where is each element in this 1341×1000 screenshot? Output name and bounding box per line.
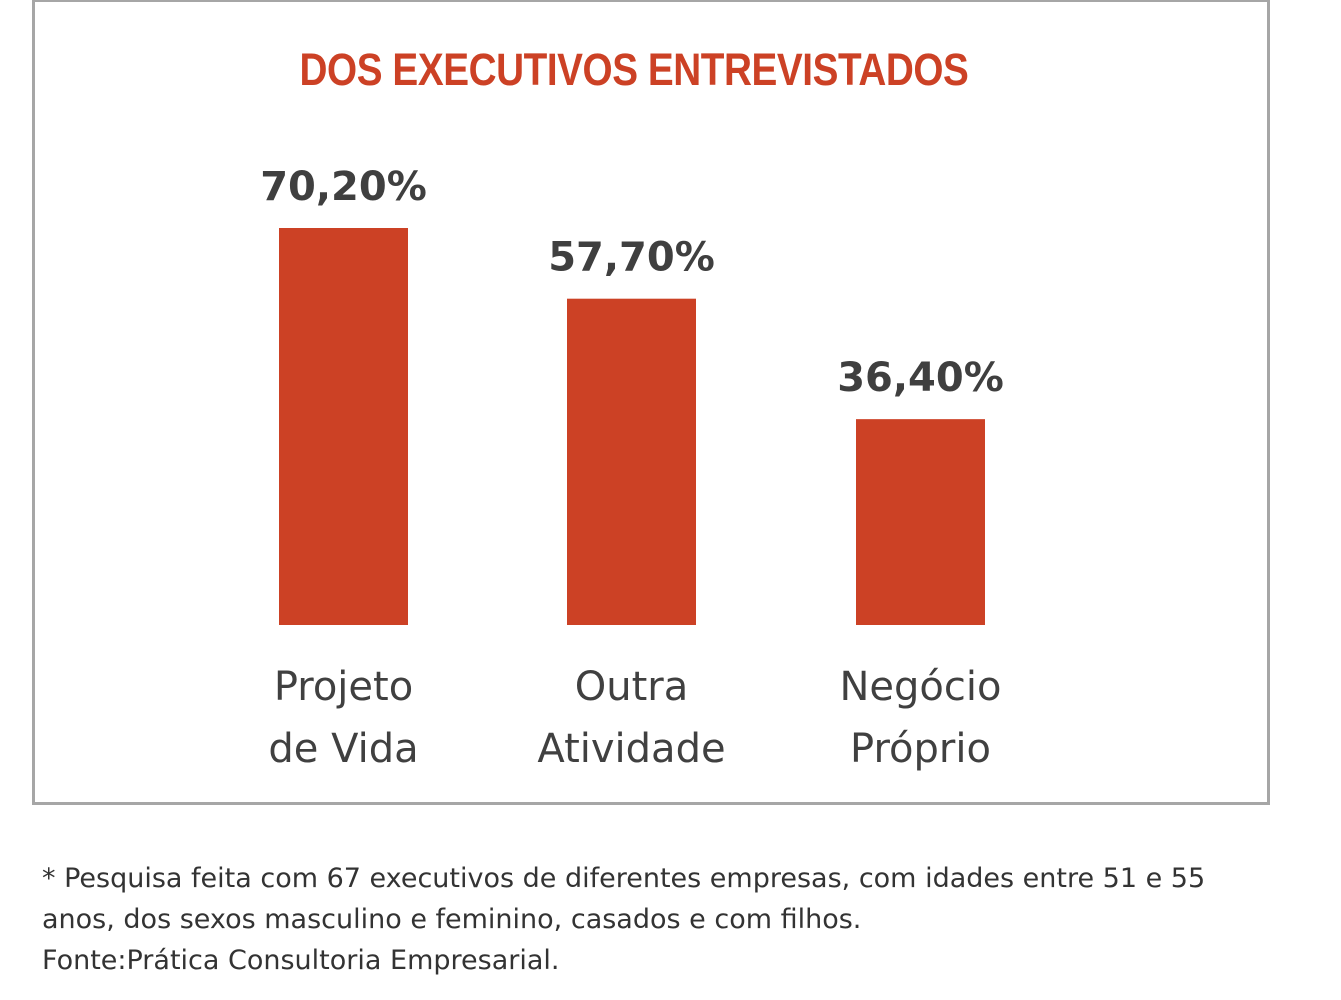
category-label: Outra [575, 664, 688, 710]
footnote-line: * Pesquisa feita com 67 executivos de di… [42, 863, 1206, 894]
chart-title: DOS EXECUTIVOS ENTREVISTADOS [299, 44, 969, 95]
category-label: Projeto [274, 664, 413, 710]
value-label: 36,40% [837, 355, 1004, 401]
category-label: Negócio [840, 664, 1002, 710]
value-label: 57,70% [548, 235, 715, 281]
footnote: * Pesquisa feita com 67 executivos de di… [42, 858, 1322, 981]
value-label: 70,20% [260, 164, 427, 210]
category-label: Atividade [537, 726, 725, 772]
category-label: de Vida [268, 726, 418, 772]
bar-chart: 70,20% Projeto de Vida 57,70% Outra Atividade… [260, 164, 1004, 772]
bar-1 [567, 298, 696, 625]
footnote-line: anos, dos sexos masculino e feminino, ca… [42, 904, 862, 935]
footnote-line: Fonte:Prática Consultoria Empresarial. [42, 945, 560, 976]
bar-0 [279, 228, 408, 625]
category-label: Próprio [850, 726, 991, 772]
bar-2 [856, 419, 985, 625]
